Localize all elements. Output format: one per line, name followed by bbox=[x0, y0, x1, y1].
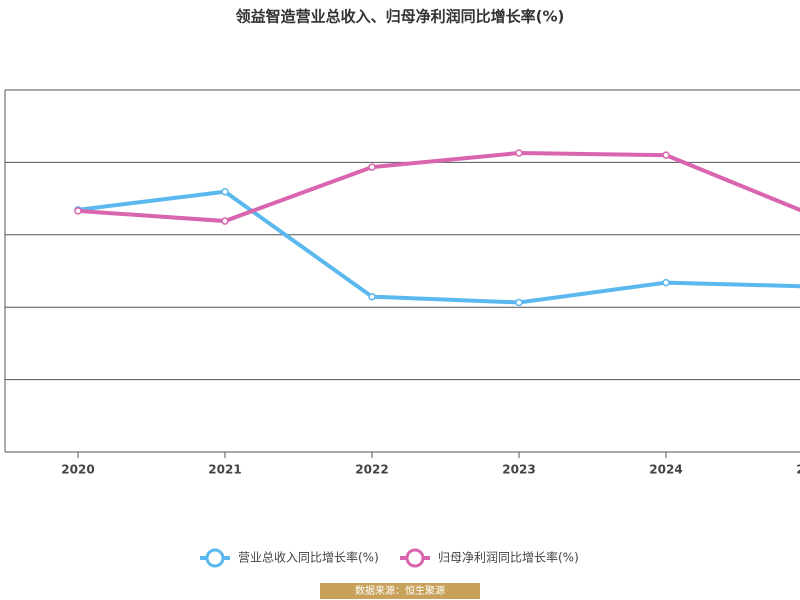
point bbox=[515, 298, 523, 307]
legend-marker bbox=[205, 548, 225, 568]
x-tick-label: 2023 bbox=[502, 463, 535, 477]
x-tick-label: 2024 bbox=[649, 463, 682, 477]
point bbox=[515, 149, 523, 157]
x-tick-label: 2025 bbox=[796, 463, 800, 477]
x-tick-label: 2022 bbox=[355, 463, 388, 477]
x-tick-label: 2020 bbox=[61, 463, 94, 477]
point bbox=[221, 187, 229, 196]
point bbox=[662, 278, 670, 287]
x-tick-label: 2021 bbox=[208, 463, 241, 477]
point bbox=[74, 207, 82, 215]
source-bg bbox=[320, 583, 480, 599]
series-line bbox=[77, 150, 800, 224]
legend-marker bbox=[405, 548, 425, 568]
source: 数据来源：恒生聚源 bbox=[355, 584, 445, 597]
point bbox=[368, 292, 376, 301]
legend-label: 营业总收入同比增长率(%) bbox=[238, 550, 379, 565]
chart-title: 领益智造营业总收入、归母净利润同比增长率(%) bbox=[235, 8, 565, 26]
point bbox=[662, 151, 670, 159]
point bbox=[368, 163, 376, 171]
point bbox=[221, 217, 229, 225]
series-line bbox=[77, 189, 800, 305]
legend-label: 归母净利润同比增长率(%) bbox=[438, 550, 579, 565]
